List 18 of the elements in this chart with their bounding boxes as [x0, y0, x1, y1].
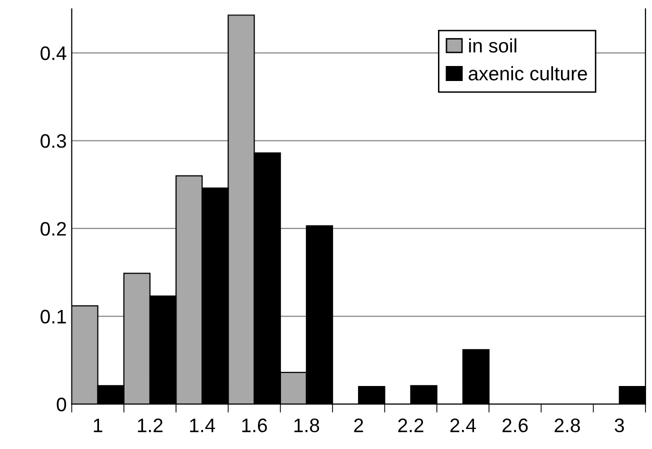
y-tick-label: 0.2	[40, 222, 66, 236]
x-tick-label: 2.2	[398, 418, 424, 432]
x-tick-label: 1.6	[242, 418, 267, 432]
y-tick-label: 0	[56, 398, 66, 412]
y-tick-label: 0.1	[40, 310, 66, 324]
x-tick-label: 1.8	[294, 418, 320, 432]
legend-label: axenic culture	[468, 66, 587, 80]
legend-label: in soil	[469, 38, 516, 53]
x-tick-label: 1	[94, 418, 102, 432]
x-tick-label: 2.8	[554, 418, 580, 432]
x-tick-label: 2.6	[502, 418, 528, 432]
x-tick-label: 3	[614, 418, 624, 432]
y-tick-label: 0.4	[40, 46, 66, 60]
y-tick-label: 0.3	[40, 134, 66, 148]
x-tick-label: 1.2	[138, 418, 162, 432]
x-tick-label: 2.4	[450, 418, 476, 432]
x-tick-label: 2	[354, 418, 364, 432]
x-tick-label: 1.4	[190, 418, 216, 432]
